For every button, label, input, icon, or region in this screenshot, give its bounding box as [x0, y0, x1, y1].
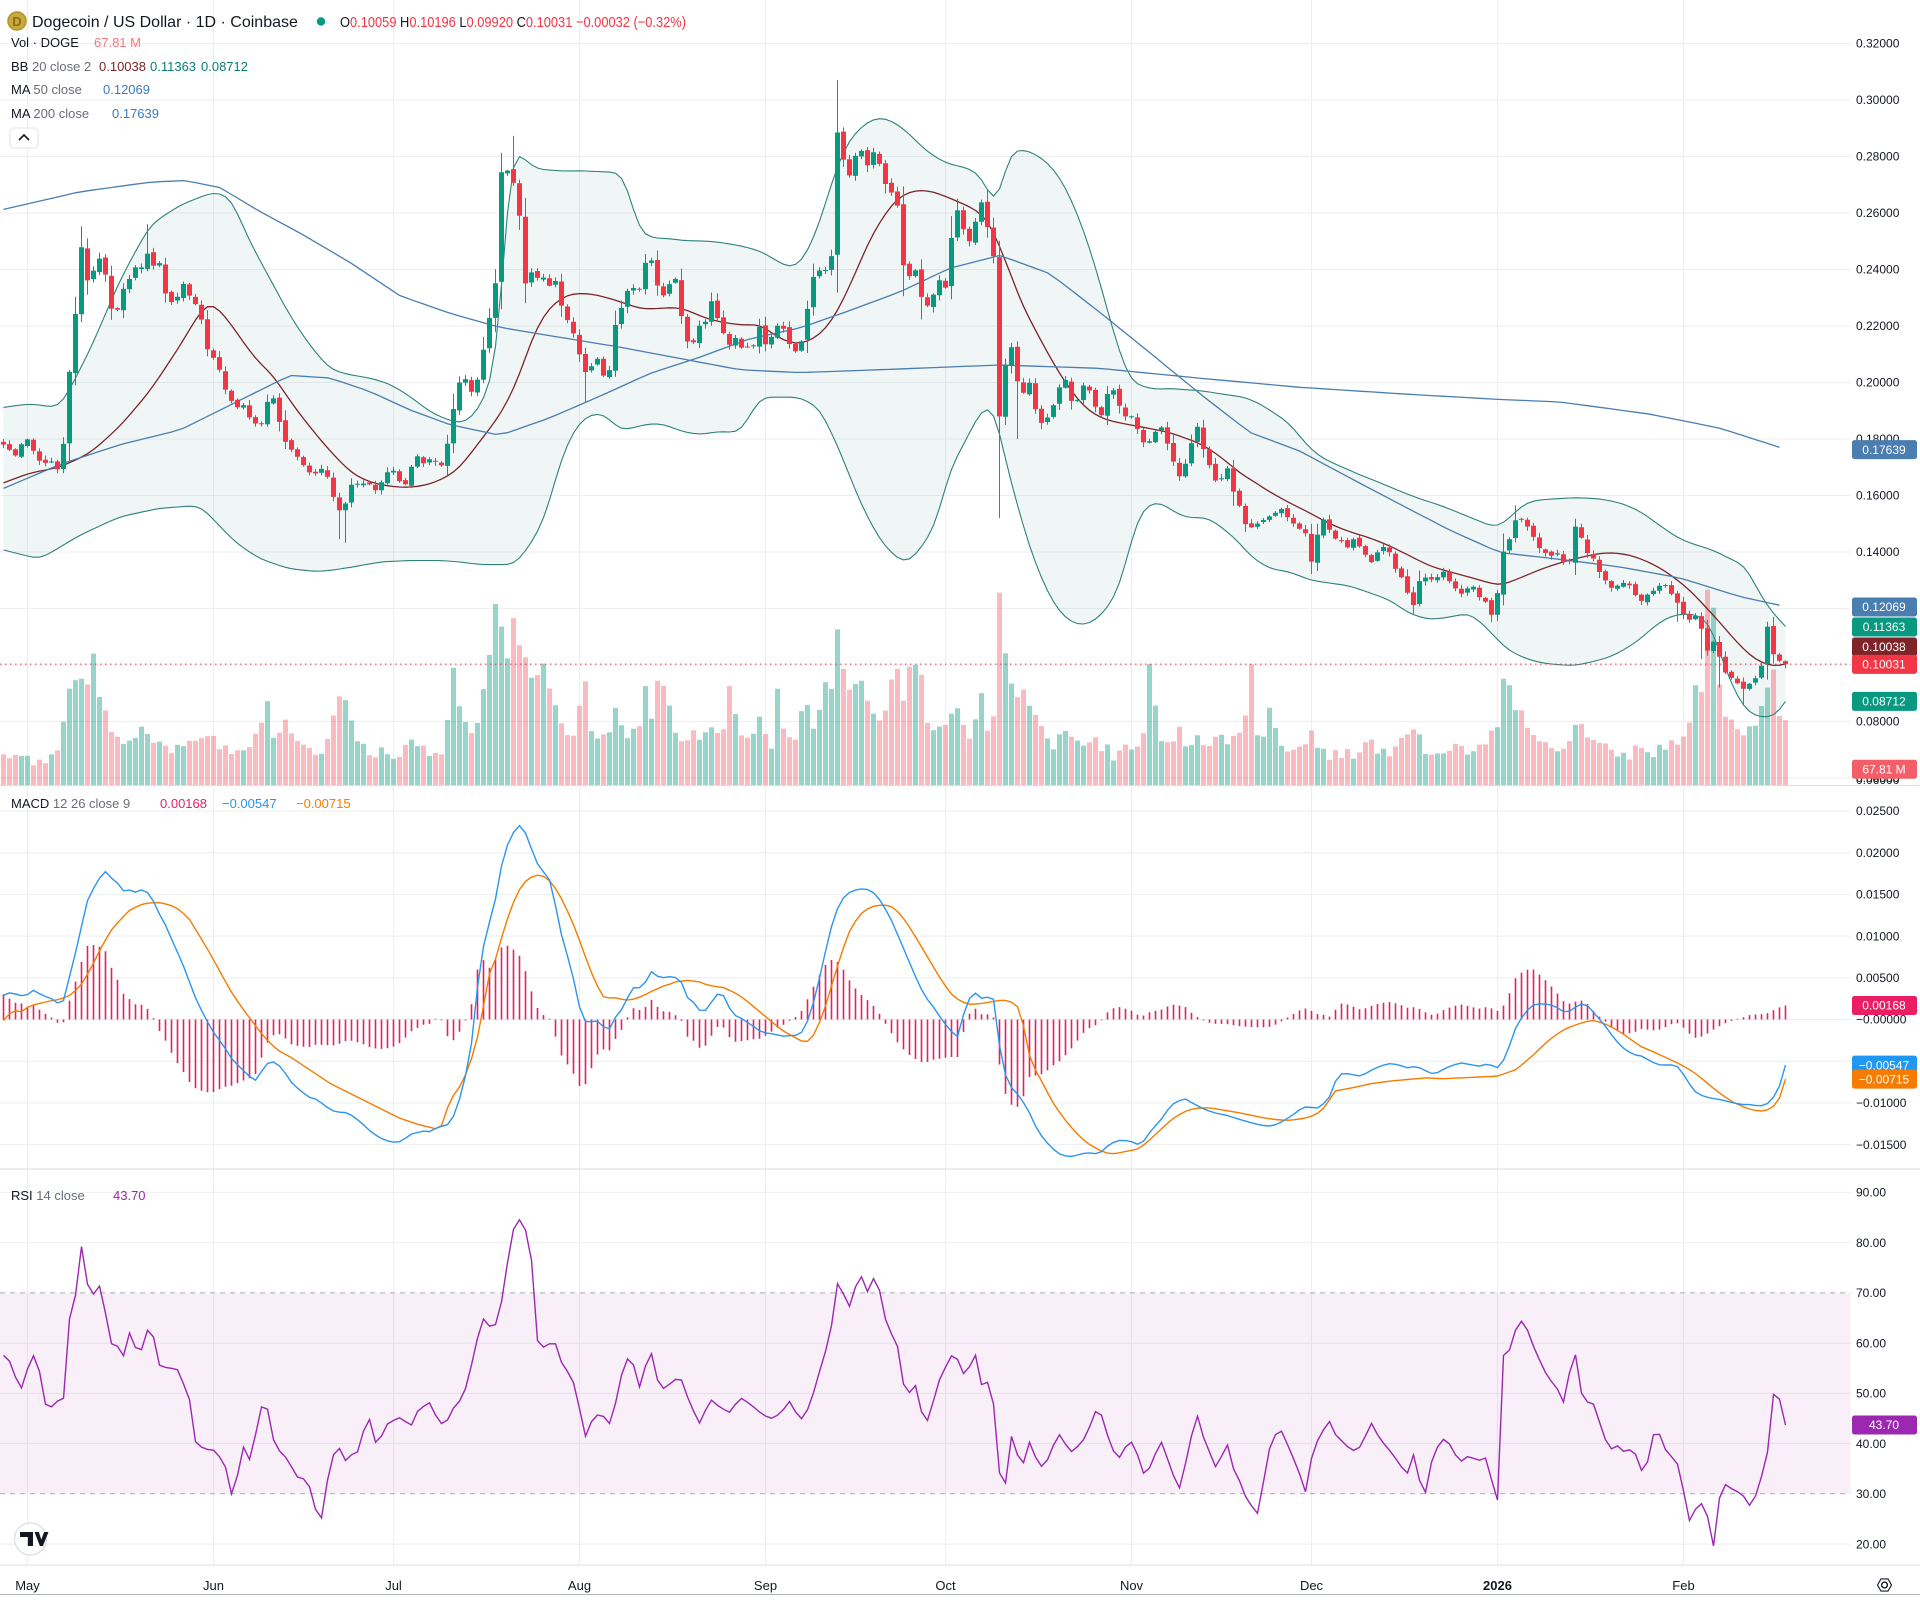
svg-text:Sep: Sep	[754, 1578, 777, 1593]
svg-text:0.08712: 0.08712	[201, 59, 248, 74]
svg-text:Oct: Oct	[935, 1578, 956, 1593]
svg-text:−0.00715: −0.00715	[1859, 1072, 1910, 1086]
svg-text:0.17639: 0.17639	[1862, 443, 1906, 457]
svg-text:40.00: 40.00	[1856, 1437, 1886, 1451]
svg-text:0.16000: 0.16000	[1856, 489, 1900, 503]
svg-text:50.00: 50.00	[1856, 1387, 1886, 1401]
svg-text:0.11363: 0.11363	[150, 59, 196, 74]
svg-text:0.01000: 0.01000	[1856, 929, 1900, 943]
svg-text:MA 200 close: MA 200 close	[11, 106, 89, 121]
svg-text:0.02000: 0.02000	[1856, 846, 1900, 860]
svg-text:0.10038: 0.10038	[1862, 640, 1906, 654]
svg-text:0.10038: 0.10038	[99, 59, 146, 74]
svg-text:−0.00547: −0.00547	[1859, 1058, 1910, 1072]
svg-text:−0.01000: −0.01000	[1856, 1096, 1907, 1110]
svg-text:0.10031: 0.10031	[1862, 658, 1906, 672]
svg-text:67.81 M: 67.81 M	[94, 35, 141, 50]
svg-text:0.12069: 0.12069	[103, 82, 150, 97]
svg-text:0.11363: 0.11363	[1863, 620, 1906, 634]
svg-text:0.08000: 0.08000	[1856, 715, 1900, 729]
svg-text:67.81 M: 67.81 M	[1862, 762, 1905, 776]
svg-text:Nov: Nov	[1120, 1578, 1144, 1593]
svg-text:−0.00000: −0.00000	[1856, 1013, 1907, 1027]
svg-text:0.02500: 0.02500	[1856, 804, 1900, 818]
svg-text:90.00: 90.00	[1856, 1186, 1886, 1200]
svg-text:BB 20 close 2: BB 20 close 2	[11, 59, 91, 74]
svg-text:0.17639: 0.17639	[112, 106, 159, 121]
svg-text:43.70: 43.70	[113, 1188, 146, 1203]
svg-text:60.00: 60.00	[1856, 1336, 1886, 1350]
svg-text:−0.01500: −0.01500	[1856, 1138, 1907, 1152]
svg-text:0.24000: 0.24000	[1856, 263, 1900, 277]
svg-text:May: May	[15, 1578, 40, 1593]
svg-text:0.08712: 0.08712	[1862, 695, 1906, 709]
svg-text:20.00: 20.00	[1856, 1537, 1886, 1551]
svg-text:0.26000: 0.26000	[1856, 206, 1900, 220]
svg-text:−0.00547: −0.00547	[222, 796, 277, 811]
svg-text:0.12069: 0.12069	[1862, 600, 1906, 614]
svg-text:0.32000: 0.32000	[1856, 37, 1900, 51]
svg-text:2026: 2026	[1483, 1578, 1512, 1593]
svg-text:−0.00715: −0.00715	[296, 796, 351, 811]
svg-text:Jun: Jun	[203, 1578, 224, 1593]
svg-text:0.20000: 0.20000	[1856, 376, 1900, 390]
svg-text:0.01500: 0.01500	[1856, 888, 1900, 902]
svg-text:Aug: Aug	[568, 1578, 591, 1593]
svg-text:MA 50 close: MA 50 close	[11, 82, 82, 97]
svg-text:Feb: Feb	[1672, 1578, 1694, 1593]
svg-text:Dogecoin / US Dollar · 1D · Co: Dogecoin / US Dollar · 1D · Coinbase	[32, 14, 298, 31]
svg-text:0.00500: 0.00500	[1856, 971, 1900, 985]
svg-text:Vol · DOGE: Vol · DOGE	[11, 35, 79, 50]
svg-text:0.22000: 0.22000	[1856, 319, 1900, 333]
svg-text:0.30000: 0.30000	[1856, 93, 1900, 107]
svg-text:0.14000: 0.14000	[1856, 545, 1900, 559]
svg-text:30.00: 30.00	[1856, 1487, 1886, 1501]
svg-text:Jul: Jul	[385, 1578, 402, 1593]
svg-text:43.70: 43.70	[1869, 1418, 1899, 1432]
svg-text:80.00: 80.00	[1856, 1236, 1886, 1250]
svg-text:70.00: 70.00	[1856, 1286, 1886, 1300]
svg-text:RSI 14 close: RSI 14 close	[11, 1188, 85, 1203]
svg-text:Dec: Dec	[1300, 1578, 1324, 1593]
svg-text:0.28000: 0.28000	[1856, 150, 1900, 164]
svg-text:0.00168: 0.00168	[1862, 999, 1906, 1013]
svg-text:MACD 12 26 close 9: MACD 12 26 close 9	[11, 796, 130, 811]
svg-text:O0.10059 H0.10196 L0.09920 C0.: O0.10059 H0.10196 L0.09920 C0.10031 −0.0…	[340, 14, 686, 31]
svg-text:D: D	[12, 14, 21, 29]
svg-text:0.00168: 0.00168	[160, 796, 207, 811]
